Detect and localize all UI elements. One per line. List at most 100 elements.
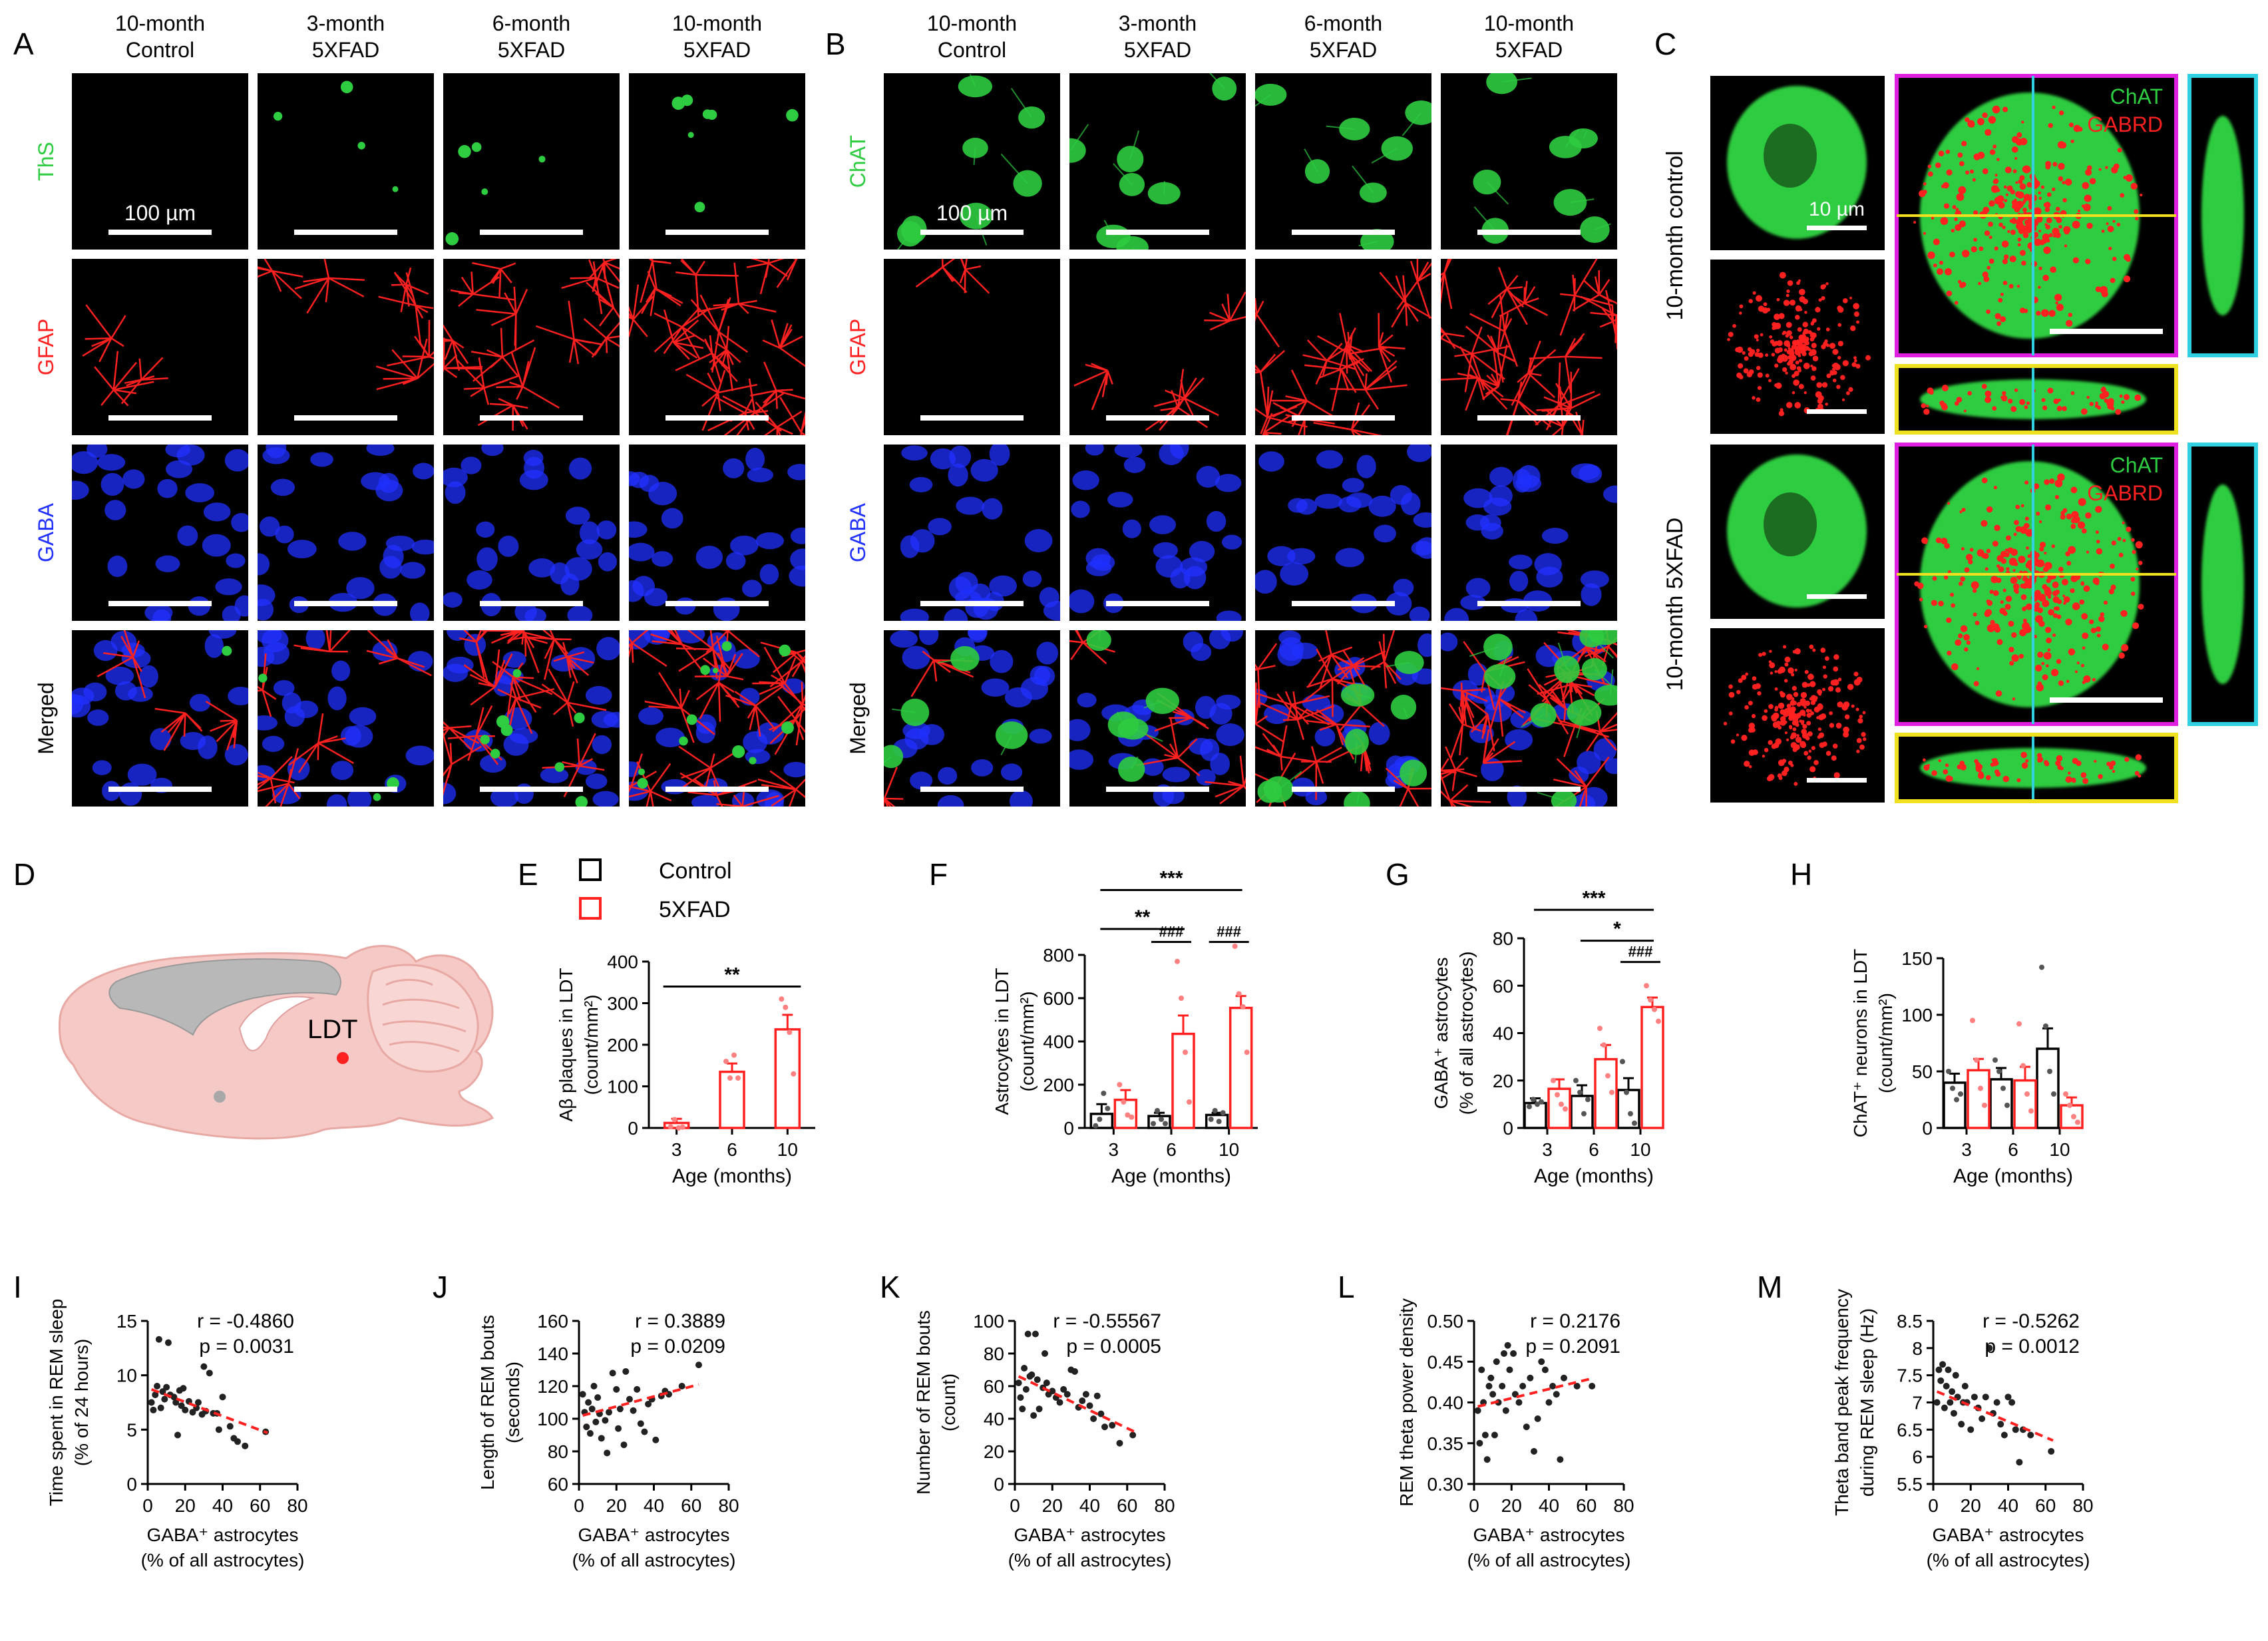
c-ortho-puncta bbox=[2082, 778, 2089, 785]
gaba-cell bbox=[385, 535, 415, 552]
c-gabrd-label: GABRD bbox=[2087, 481, 2163, 505]
astrocyte-process bbox=[443, 339, 453, 343]
c-merged-puncta bbox=[2120, 610, 2128, 617]
gaba-cell bbox=[1170, 568, 1191, 589]
c-merged-puncta bbox=[2033, 483, 2040, 490]
astrocyte-process bbox=[489, 403, 513, 407]
c-red-puncta bbox=[1786, 693, 1793, 701]
x-axis-label: Age (months) bbox=[1953, 1165, 2073, 1187]
c-merged-puncta bbox=[2066, 513, 2072, 520]
tile-content bbox=[915, 259, 990, 294]
c-red-puncta bbox=[1815, 307, 1821, 313]
chat-neuron bbox=[1594, 685, 1617, 706]
scale-bar bbox=[1106, 601, 1209, 606]
data-point bbox=[1129, 1114, 1135, 1120]
astrocyte-process bbox=[1517, 400, 1552, 428]
astrocyte-process bbox=[1330, 646, 1353, 655]
c-merged-puncta bbox=[1983, 206, 1990, 214]
micrograph-tile bbox=[1069, 259, 1246, 435]
c-merged-puncta bbox=[2017, 243, 2021, 247]
astrocyte-process bbox=[592, 277, 597, 291]
astrocyte-process bbox=[1477, 377, 1504, 398]
chat-neuron bbox=[1405, 100, 1431, 125]
c-merged-puncta bbox=[1965, 170, 1970, 175]
plaque-dot bbox=[686, 714, 697, 725]
astrocyte-process bbox=[1257, 669, 1260, 708]
astrocyte-process bbox=[568, 300, 575, 340]
c-merged-puncta bbox=[1984, 230, 1990, 236]
astrocyte-process bbox=[1523, 281, 1528, 303]
c-merged-puncta bbox=[1988, 222, 1993, 227]
astrocyte-process bbox=[428, 351, 434, 357]
c-red-puncta bbox=[1741, 674, 1747, 680]
chat-neurite bbox=[1129, 130, 1140, 160]
astrocyte-process bbox=[701, 392, 719, 431]
gaba-cell bbox=[1255, 570, 1277, 594]
c-merged-puncta bbox=[2000, 600, 2004, 604]
scatter-point bbox=[1986, 1344, 1993, 1352]
tile-background bbox=[884, 259, 1060, 435]
gaba-cell bbox=[1215, 474, 1242, 492]
gaba-cell bbox=[910, 771, 933, 790]
panel-b-micrographs: 10-monthControl3-month5XFAD6-month5XFAD1… bbox=[846, 11, 1617, 807]
astrocyte-process bbox=[612, 307, 620, 319]
tile-content bbox=[258, 630, 434, 807]
gaba-cell bbox=[498, 535, 519, 557]
astrocyte-process bbox=[884, 798, 892, 807]
astrocyte-process bbox=[717, 663, 723, 683]
data-point bbox=[1097, 1117, 1103, 1122]
plaque-dot bbox=[500, 724, 513, 737]
chat-neurite bbox=[1098, 630, 1101, 640]
c-merged-puncta bbox=[1947, 502, 1951, 505]
x-tick-label: 40 bbox=[212, 1495, 233, 1516]
c-merged-puncta bbox=[2110, 277, 2116, 283]
chat-neurite bbox=[1116, 711, 1124, 725]
c-red-puncta bbox=[1855, 363, 1861, 369]
c-merged-puncta bbox=[1961, 250, 1970, 258]
data-point bbox=[2071, 1114, 2076, 1119]
astrocyte-process bbox=[110, 337, 124, 347]
chat-neuron bbox=[1069, 138, 1086, 163]
c-red-puncta bbox=[1756, 348, 1760, 353]
astrocyte-process bbox=[113, 389, 137, 395]
scatter-point bbox=[1109, 1421, 1116, 1429]
y-tick-label: 5 bbox=[126, 1419, 137, 1440]
gaba-cell bbox=[166, 460, 193, 478]
astrocyte-process bbox=[1070, 641, 1084, 661]
plaque-dot bbox=[480, 735, 490, 745]
c-red-puncta bbox=[1804, 669, 1809, 674]
c-merged-puncta bbox=[1954, 301, 1959, 305]
astrocyte-process bbox=[1586, 731, 1601, 752]
c-red-puncta bbox=[1774, 687, 1778, 691]
c-merged-puncta bbox=[1936, 268, 1943, 275]
c-ortho-puncta bbox=[1975, 761, 1981, 767]
astrocyte-process bbox=[1242, 777, 1246, 787]
c-red-puncta bbox=[1811, 366, 1817, 371]
c-red-puncta bbox=[1800, 691, 1807, 699]
astrocyte-process bbox=[1322, 360, 1328, 376]
astrocyte-process bbox=[210, 719, 238, 732]
c-merged-puncta bbox=[2110, 564, 2115, 569]
micrograph-tile bbox=[258, 445, 434, 621]
data-point bbox=[1240, 1004, 1246, 1009]
column-header: 3-month bbox=[1119, 11, 1197, 35]
c-merged-puncta bbox=[2004, 552, 2010, 558]
gaba-cell bbox=[461, 456, 482, 474]
scale-bar bbox=[1292, 415, 1395, 421]
scale-bar bbox=[480, 415, 583, 421]
astrocyte-process bbox=[1615, 313, 1617, 316]
scatter-point bbox=[616, 1405, 624, 1413]
tile-content bbox=[1444, 463, 1617, 621]
tile-content bbox=[1255, 630, 1431, 807]
c-red-puncta bbox=[1833, 654, 1839, 660]
astrocyte-process bbox=[779, 335, 803, 349]
letter-m: M bbox=[1757, 1270, 1782, 1304]
gaba-cell bbox=[1335, 548, 1365, 568]
c-red-puncta bbox=[1782, 355, 1788, 362]
x-axis-label: GABA⁺ astrocytes bbox=[1473, 1525, 1625, 1545]
astrocyte-process bbox=[258, 777, 272, 790]
astrocyte-process bbox=[1561, 427, 1564, 435]
x-tick-label: 0 bbox=[1469, 1495, 1479, 1516]
c-merged-puncta bbox=[2046, 239, 2050, 243]
